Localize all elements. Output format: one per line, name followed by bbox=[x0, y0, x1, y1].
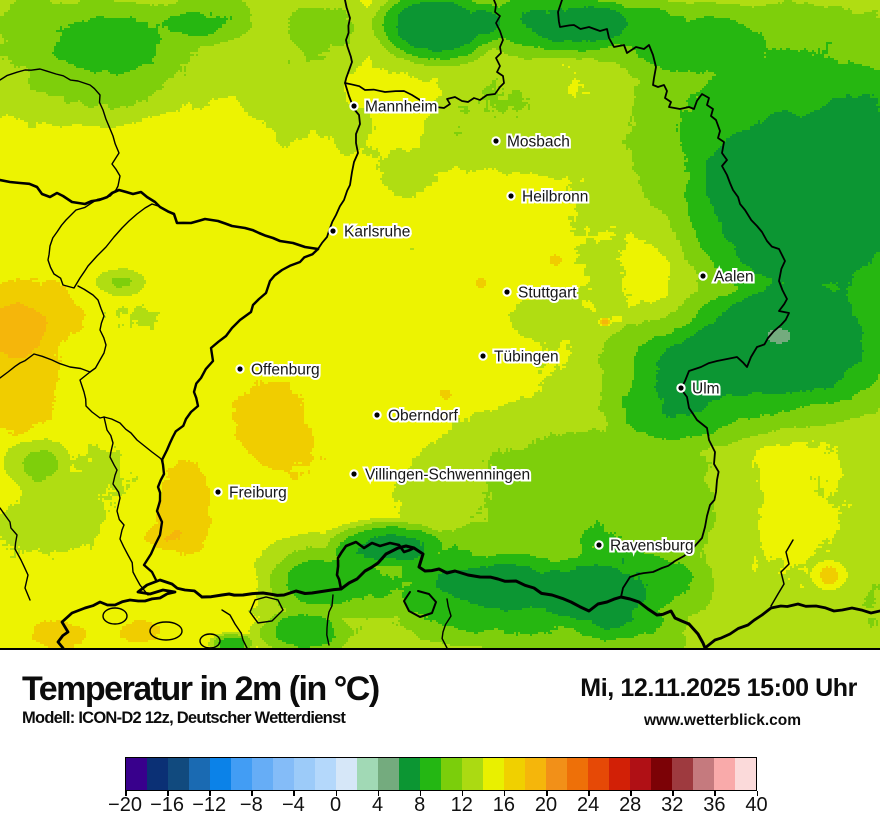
svg-text:Villingen-Schwenningen: Villingen-Schwenningen bbox=[365, 467, 530, 484]
svg-text:Oberndorf: Oberndorf bbox=[388, 408, 458, 425]
svg-text:Tübingen: Tübingen bbox=[494, 349, 559, 366]
svg-text:Stuttgart: Stuttgart bbox=[518, 285, 577, 302]
svg-text:Ulm: Ulm bbox=[692, 381, 720, 398]
svg-text:Offenburg: Offenburg bbox=[251, 362, 320, 379]
svg-text:Karlsruhe: Karlsruhe bbox=[344, 224, 410, 241]
svg-text:Mosbach: Mosbach bbox=[507, 134, 570, 151]
svg-text:Freiburg: Freiburg bbox=[229, 485, 287, 502]
svg-text:Ravensburg: Ravensburg bbox=[610, 538, 694, 555]
svg-text:Aalen: Aalen bbox=[714, 269, 754, 286]
svg-text:Mannheim: Mannheim bbox=[365, 99, 437, 116]
svg-text:Heilbronn: Heilbronn bbox=[522, 189, 588, 206]
